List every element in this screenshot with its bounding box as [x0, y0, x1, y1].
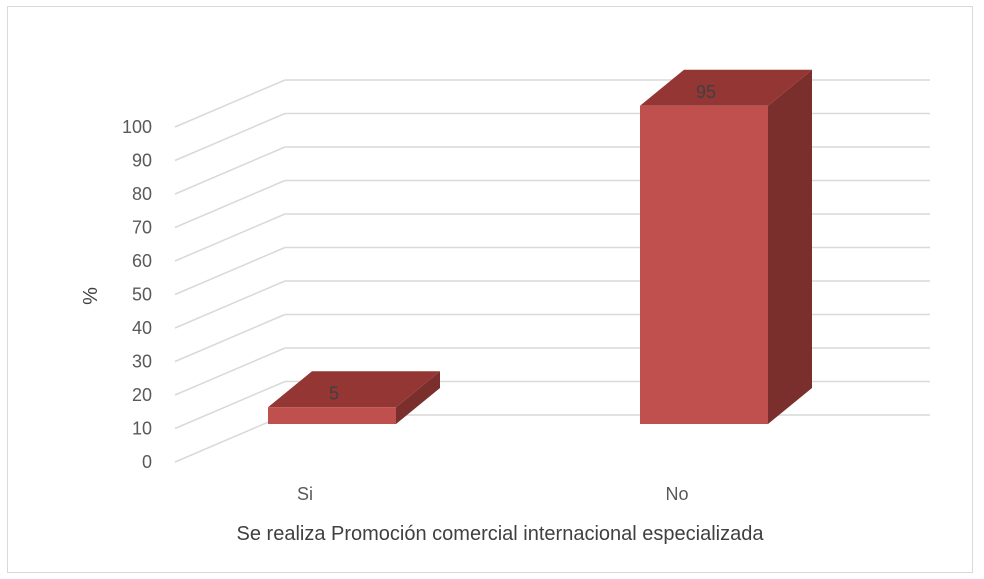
- gridline-depth: [174, 146, 286, 195]
- gridline-depth: [174, 246, 286, 296]
- y-tick-label: 0: [142, 452, 152, 472]
- bar-top: [268, 371, 440, 408]
- grid-layer: [174, 79, 930, 463]
- bar-side: [396, 371, 440, 424]
- gridline-depth: [174, 179, 286, 229]
- data-label: 95: [696, 82, 716, 102]
- gridline-depth: [174, 280, 286, 329]
- y-tick-label: 90: [132, 151, 152, 171]
- gridline-depth: [174, 414, 286, 463]
- y-tick-label: 50: [132, 285, 152, 305]
- x-axis-title: Se realiza Promoción comercial internaci…: [237, 523, 765, 545]
- gridline-depth: [174, 112, 286, 162]
- data-labels: 5 95: [329, 82, 716, 404]
- x-tick-labels: Si No: [297, 484, 689, 504]
- gridline-depth: [174, 79, 286, 128]
- gridline-depth: [174, 313, 286, 363]
- y-tick-label: 60: [132, 251, 152, 271]
- bar-top: [640, 69, 812, 106]
- y-tick-label: 100: [122, 117, 152, 137]
- y-tick-label: 30: [132, 352, 152, 372]
- x-tick-label: No: [665, 484, 688, 504]
- gridline-depth: [174, 380, 286, 430]
- bar-layer: [268, 69, 812, 424]
- y-tick-label: 20: [132, 385, 152, 405]
- y-tick-label: 40: [132, 318, 152, 338]
- x-tick-label: Si: [297, 484, 313, 504]
- y-tick-label: 10: [132, 419, 152, 439]
- y-tick-label: 70: [132, 218, 152, 238]
- bar: [640, 105, 768, 424]
- gridline-depth: [174, 213, 286, 262]
- data-label: 5: [329, 383, 339, 403]
- bar-side: [768, 69, 812, 424]
- gridline-depth: [174, 347, 286, 396]
- bar: [268, 407, 396, 424]
- y-tick-labels: 0 10 20 30 40 50 60 70 80 90 100: [122, 117, 152, 472]
- y-tick-label: 80: [132, 184, 152, 204]
- y-axis-title: %: [80, 287, 102, 305]
